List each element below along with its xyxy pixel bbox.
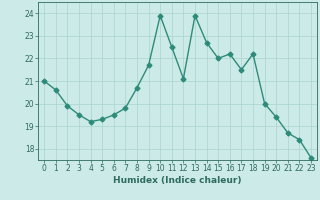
X-axis label: Humidex (Indice chaleur): Humidex (Indice chaleur) [113, 176, 242, 185]
